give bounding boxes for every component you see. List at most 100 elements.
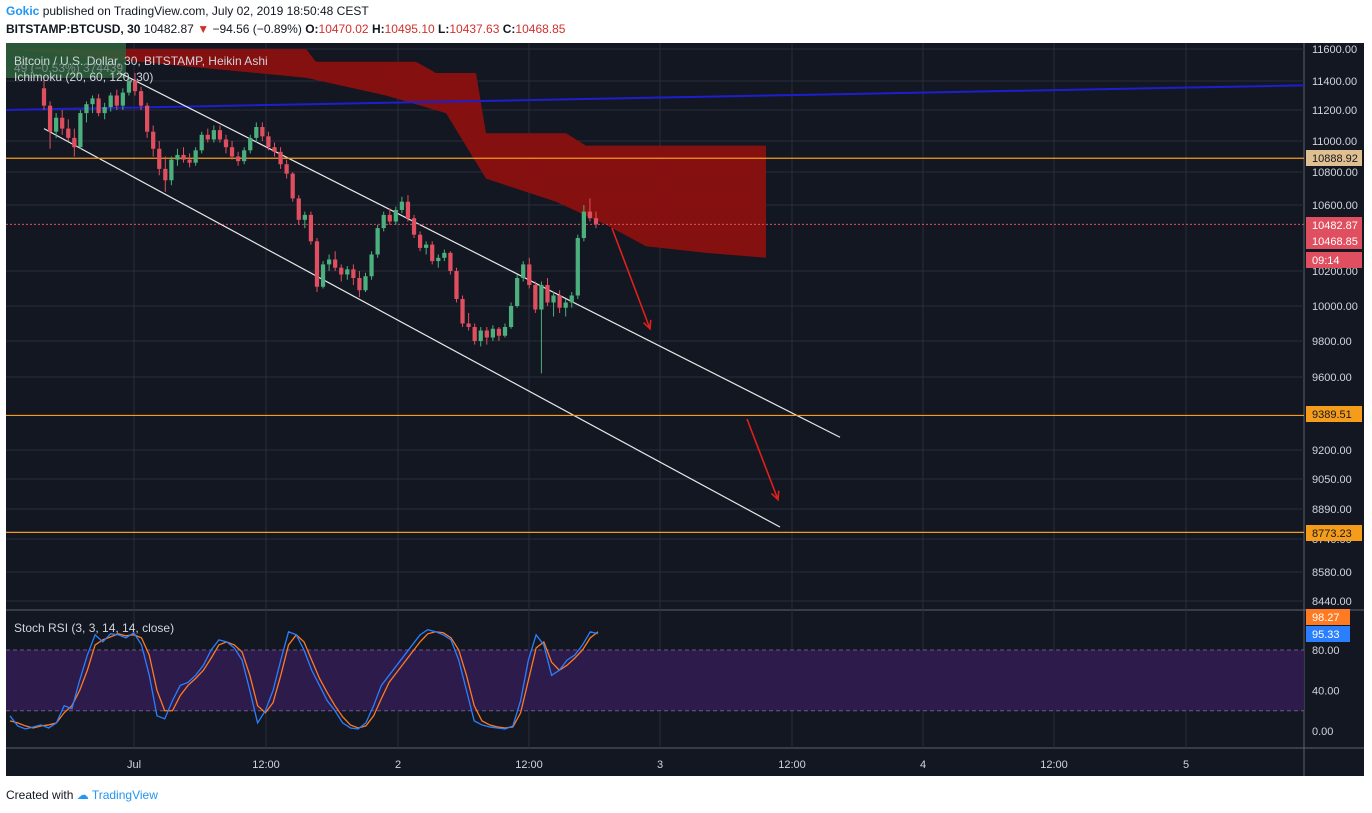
stoch-tick-label: 40.00	[1312, 686, 1340, 698]
candle-body	[345, 269, 350, 275]
candle-body	[375, 228, 380, 255]
price-tick-label: 11600.00	[1312, 44, 1357, 56]
close-value: 10468.85	[515, 22, 566, 36]
candle-body	[163, 168, 168, 181]
price-tick-label: 8580.00	[1312, 567, 1352, 579]
candle-body	[54, 117, 59, 132]
stoch-tick-label: 0.00	[1312, 726, 1333, 738]
channel-lower-line	[43, 128, 781, 528]
candle-body	[290, 173, 295, 199]
candle-body	[569, 295, 574, 303]
candle-body	[199, 134, 204, 151]
price-tick-label: 11400.00	[1312, 76, 1357, 88]
candle-body	[157, 148, 162, 169]
high-value: 10495.10	[384, 22, 435, 36]
price-badge	[1306, 150, 1362, 166]
tradingview-logo-icon[interactable]: ☁ TradingView	[76, 788, 158, 802]
candle-body	[211, 130, 216, 140]
time-tick-label: 5	[1183, 759, 1189, 771]
candle-body	[521, 264, 526, 278]
low-label: L:	[438, 22, 450, 36]
candle-body	[60, 117, 65, 129]
price-badge-label: 10888.92	[1312, 153, 1358, 165]
candle-body	[66, 128, 71, 138]
candle-body	[120, 92, 125, 106]
time-tick-label: 12:00	[515, 759, 543, 771]
candle-body	[424, 244, 429, 248]
price-tick-label: 10800.00	[1312, 167, 1358, 179]
candle-body	[448, 252, 453, 271]
price-tick-label: 8890.00	[1312, 504, 1352, 516]
candle-body	[175, 154, 180, 160]
candle-body	[490, 328, 496, 338]
time-tick-label: Jul	[127, 759, 141, 771]
price-tick-label: 9050.00	[1312, 474, 1352, 486]
price-change: −94.56 (−0.89%)	[212, 22, 302, 36]
time-tick-label: 12:00	[252, 759, 280, 771]
candle-body	[333, 259, 338, 268]
candle-body	[387, 214, 392, 222]
symbol-label: BITSTAMP:BTCUSD, 30	[6, 22, 141, 36]
stoch-badge-label: 95.33	[1312, 629, 1340, 641]
ichimoku-cloud	[6, 49, 766, 258]
ohlc-line: BITSTAMP:BTCUSD, 30 10482.87 ▼ −94.56 (−…	[6, 22, 565, 36]
down-arrow-icon: ▼	[197, 22, 210, 36]
candle-body	[563, 302, 568, 308]
candle-body	[187, 159, 192, 163]
candle-body	[266, 136, 271, 148]
footer: Created with ☁ TradingView	[6, 788, 158, 802]
candle-body	[411, 218, 417, 235]
arrow-head-icon	[770, 490, 780, 502]
candle-body	[545, 285, 550, 303]
candle-body	[539, 285, 544, 310]
candle-body	[381, 214, 386, 229]
candle-body	[508, 306, 514, 327]
candle-body	[454, 271, 459, 299]
candle-body	[369, 254, 374, 277]
time-tick-label: 12:00	[1040, 759, 1068, 771]
candle-body	[84, 104, 89, 114]
price-badge-label: 10482.87	[1312, 220, 1358, 232]
candle-body	[138, 91, 144, 106]
chart-legend-title: Bitcoin / U.S. Dollar, 30, BITSTAMP, Hei…	[14, 54, 268, 68]
stoch-tick-label: 80.00	[1312, 645, 1340, 657]
stoch-rsi-legend: Stoch RSI (3, 3, 14, 14, close)	[14, 621, 174, 635]
last-price: 10482.87	[143, 22, 194, 36]
candle-body	[308, 214, 314, 242]
blue-trendline	[5, 84, 1305, 111]
stoch-badge	[1306, 609, 1350, 625]
price-tick-label: 10600.00	[1312, 200, 1358, 212]
candle-body	[235, 156, 241, 162]
candle-body	[223, 139, 229, 148]
channel-upper-line	[119, 72, 841, 438]
candle-body	[296, 198, 301, 220]
author-name[interactable]: Gokic	[6, 4, 40, 18]
candle-body	[248, 137, 253, 151]
candle-body	[436, 257, 441, 262]
price-badge-label: 09:14	[1312, 255, 1340, 267]
price-badge	[1306, 406, 1362, 422]
candle-body	[229, 147, 235, 157]
published-text: published on TradingView.com, July 02, 2…	[42, 4, 369, 18]
candle-body	[351, 269, 356, 278]
candle-body	[527, 264, 532, 285]
candle-body	[502, 327, 508, 336]
candle-body	[272, 147, 277, 152]
ichimoku-green-cloud	[6, 43, 126, 78]
candle-body	[108, 95, 113, 108]
candle-body	[472, 327, 477, 341]
stoch-badge	[1306, 626, 1350, 642]
stoch-k-line	[9, 629, 599, 730]
candle-body	[417, 234, 423, 248]
candle-body	[399, 201, 405, 210]
high-label: H:	[371, 22, 385, 36]
candle-body	[302, 214, 307, 220]
candle-body	[393, 209, 398, 222]
candle-body	[126, 81, 132, 93]
time-tick-label: 12:00	[778, 759, 806, 771]
price-badge	[1306, 252, 1362, 268]
candle-body	[430, 244, 435, 262]
candle-body	[278, 151, 283, 165]
candle-body	[496, 328, 502, 336]
